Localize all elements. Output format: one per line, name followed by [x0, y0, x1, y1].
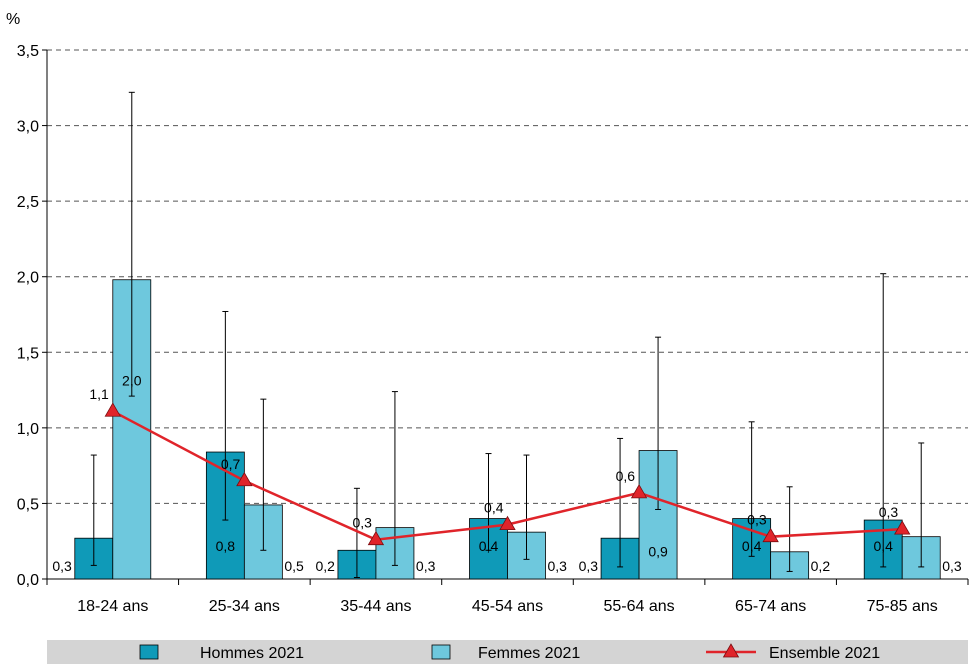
- data-label-hommes: 0,8: [216, 538, 236, 554]
- legend: Hommes 2021 Femmes 2021 Ensemble 2021: [47, 640, 968, 664]
- data-label-hommes: 0,4: [742, 538, 762, 554]
- data-label-ensemble: 0,4: [484, 500, 504, 516]
- ensemble-marker: [236, 471, 253, 487]
- y-tick-label: 3,5: [17, 43, 39, 60]
- legend-background: [47, 640, 968, 664]
- x-tick-label: 65-74 ans: [735, 598, 806, 615]
- y-tick-label: 1,5: [17, 345, 39, 362]
- data-label-femmes: 0,3: [416, 558, 436, 574]
- legend-ensemble: Ensemble 2021: [706, 643, 880, 662]
- data-label-ensemble: 0,7: [221, 456, 241, 472]
- data-label-femmes: 0,3: [548, 558, 568, 574]
- legend-ensemble-swatch-marker: [722, 643, 740, 658]
- error-bar-hommes: [748, 421, 755, 557]
- y-tick-label: 0,5: [17, 496, 39, 513]
- error-bar-hommes: [353, 487, 360, 578]
- x-tick-label: 75-85 ans: [867, 598, 938, 615]
- y-tick-label: 2,5: [17, 194, 39, 211]
- y-tick-label: 3,0: [17, 119, 39, 136]
- x-tick-label: 55-64 ans: [603, 598, 674, 615]
- error-bars: [90, 91, 925, 578]
- ensemble-marker: [630, 484, 648, 499]
- x-tick-label: 45-54 ans: [472, 598, 543, 615]
- legend-hommes-swatch: [139, 644, 159, 660]
- data-label-femmes: 0,9: [648, 544, 668, 560]
- data-label-ensemble: 0,3: [747, 512, 767, 528]
- error-bar-femmes: [786, 486, 793, 572]
- legend-hommes: Hommes 2021: [139, 644, 304, 662]
- error-bar-hommes: [222, 310, 229, 521]
- data-label-femmes: 2,0: [122, 373, 142, 389]
- y-tick-label: 1,0: [17, 421, 39, 438]
- error-bar-hommes: [880, 273, 887, 568]
- y-axis-unit: %: [6, 11, 20, 28]
- error-bar-femmes: [655, 336, 662, 510]
- error-bar-hommes: [485, 453, 492, 551]
- ensemble-marker: [894, 520, 911, 535]
- data-label-hommes: 0,3: [579, 558, 599, 574]
- data-label-ensemble: 0,3: [879, 504, 899, 520]
- ensemble-marker: [499, 515, 516, 530]
- ensemble-marker: [762, 527, 779, 543]
- data-label-hommes: 0,3: [52, 558, 72, 574]
- error-bar-femmes: [260, 398, 267, 551]
- y-tick-label: 2,0: [17, 270, 39, 287]
- axes: % 0,0 0,5 1,0 1,5 2,0 2,5 3,0 3,5: [6, 11, 969, 589]
- data-label-hommes: 0,2: [315, 558, 335, 574]
- error-bar-femmes: [523, 454, 530, 560]
- data-label-hommes: 0,4: [873, 538, 893, 554]
- legend-femmes-label: Femmes 2021: [478, 645, 580, 662]
- x-tick-label: 25-34 ans: [209, 598, 280, 615]
- y-tick-label: 0,0: [17, 572, 39, 589]
- error-bar-femmes: [918, 442, 925, 568]
- data-label-femmes: 0,3: [942, 558, 962, 574]
- data-label-ensemble: 0,3: [352, 515, 372, 531]
- x-tick-label: 35-44 ans: [340, 598, 411, 615]
- data-labels: 0,3 2,0 0,8 0,5 0,2 0,3 0,4 0,3 0,3 0,9 0,4 0,2 0,4 0…: [52, 373, 962, 574]
- data-label-femmes: 0,2: [811, 558, 831, 574]
- x-tick-label: 18-24 ans: [77, 598, 148, 615]
- legend-femmes: Femmes 2021: [431, 644, 580, 662]
- legend-femmes-swatch: [431, 644, 451, 660]
- ensemble-line: [104, 402, 911, 546]
- legend-ensemble-label: Ensemble 2021: [769, 645, 880, 662]
- x-tick-labels: 18-24 ans 25-34 ans 35-44 ans 45-54 ans 55-6…: [77, 598, 938, 615]
- data-label-ensemble: 1,1: [89, 386, 109, 402]
- legend-hommes-label: Hommes 2021: [200, 645, 304, 662]
- data-label-hommes: 0,4: [479, 538, 499, 554]
- error-bar-hommes: [90, 454, 97, 566]
- ensemble-marker: [367, 530, 385, 546]
- ensemble-marker: [104, 402, 121, 417]
- data-label-ensemble: 0,6: [616, 468, 636, 484]
- error-bar-femmes: [128, 91, 135, 397]
- data-label-femmes: 0,5: [284, 558, 304, 574]
- gridlines: [47, 49, 968, 504]
- error-bar-hommes: [617, 437, 624, 568]
